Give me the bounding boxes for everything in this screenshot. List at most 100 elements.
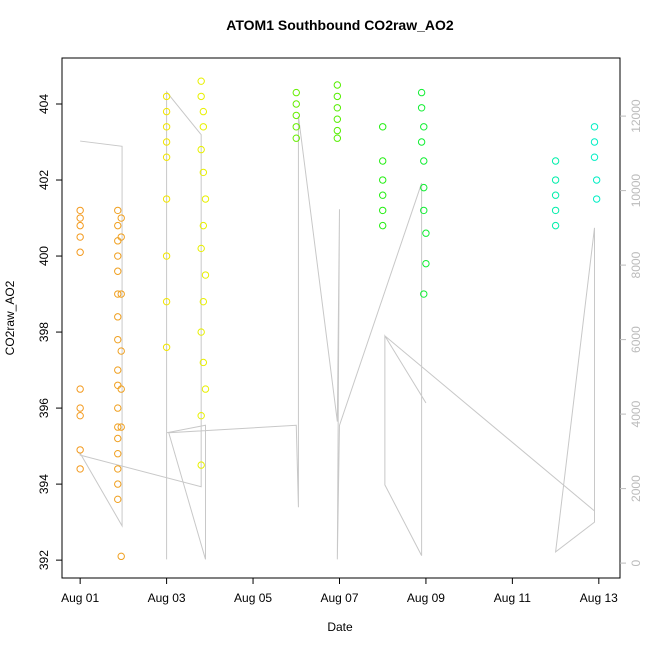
y-axis-label: CO2raw_AO2 [3, 280, 17, 355]
point [551, 176, 560, 184]
y-tick-label: 400 [37, 246, 51, 266]
x-tick-label: Aug 09 [407, 591, 445, 605]
y2-tick-label: 2000 [629, 475, 643, 502]
point [197, 411, 205, 420]
point [199, 221, 208, 230]
point [76, 411, 84, 420]
point [114, 480, 122, 488]
point [292, 111, 300, 120]
point [199, 358, 208, 367]
y-tick-label: 402 [37, 170, 51, 190]
x-tick-label: Aug 05 [234, 591, 272, 605]
point [114, 404, 122, 412]
point [417, 104, 426, 112]
point [199, 297, 208, 306]
x-axis-label: Date [327, 620, 353, 634]
point [201, 195, 210, 203]
point [590, 153, 599, 161]
point [76, 404, 84, 412]
point [420, 183, 428, 192]
point [379, 123, 387, 131]
point [420, 290, 428, 298]
point [333, 134, 342, 142]
point [333, 104, 342, 112]
point [162, 123, 171, 131]
point [76, 233, 84, 241]
point [199, 168, 208, 177]
point [162, 153, 171, 161]
point [114, 290, 122, 298]
point [162, 195, 171, 203]
point [592, 195, 601, 203]
point [197, 145, 205, 154]
point [379, 221, 387, 230]
y-tick-label: 392 [37, 550, 51, 570]
point [114, 434, 122, 443]
point [197, 328, 205, 336]
point [420, 157, 428, 165]
point [199, 107, 208, 116]
point [114, 237, 122, 245]
point [379, 157, 387, 165]
point [114, 206, 122, 215]
x-tick-label: Aug 01 [61, 591, 99, 605]
point [201, 385, 210, 393]
point [162, 92, 171, 101]
point [114, 450, 122, 458]
x-tick-label: Aug 07 [320, 591, 358, 605]
point [197, 461, 205, 469]
point [379, 176, 387, 184]
point [117, 385, 125, 393]
point [417, 138, 426, 146]
point [197, 244, 205, 253]
point [117, 290, 125, 298]
point [114, 221, 122, 230]
point [114, 381, 122, 389]
y2-tick-label: 4000 [629, 400, 643, 427]
point [76, 221, 84, 230]
chart-title: ATOM1 Southbound CO2raw_AO2 [226, 17, 454, 33]
point [162, 343, 171, 351]
point [551, 221, 560, 230]
x-tick-label: Aug 03 [148, 591, 186, 605]
point [76, 248, 84, 256]
point [420, 206, 428, 215]
point [114, 423, 122, 431]
point [201, 271, 210, 279]
point [114, 465, 122, 473]
point [117, 347, 125, 355]
point [333, 92, 342, 101]
x-tick-label: Aug 11 [494, 591, 531, 605]
point [592, 176, 601, 184]
point [551, 206, 560, 215]
point [117, 423, 125, 431]
point [417, 88, 426, 97]
point [114, 313, 122, 321]
point [114, 252, 122, 260]
point [292, 134, 300, 142]
y2-tick-label: 8000 [629, 251, 643, 278]
point [551, 157, 560, 165]
point [379, 206, 387, 215]
y2-tick-label: 6000 [629, 326, 643, 353]
y2-tick-label: 10000 [629, 174, 643, 208]
point [333, 81, 342, 89]
plot-box [61, 57, 621, 579]
point [333, 126, 342, 135]
point [420, 123, 428, 131]
point [162, 252, 171, 260]
point [114, 495, 122, 504]
point [197, 77, 205, 85]
y-tick-label: 404 [37, 94, 51, 114]
y-tick-label: 396 [37, 398, 51, 418]
point [292, 100, 300, 108]
point [292, 123, 300, 131]
point [76, 446, 84, 454]
point [422, 229, 430, 237]
point [551, 191, 560, 199]
point [379, 191, 387, 199]
point [197, 92, 205, 101]
point [76, 385, 84, 393]
point [76, 214, 84, 222]
